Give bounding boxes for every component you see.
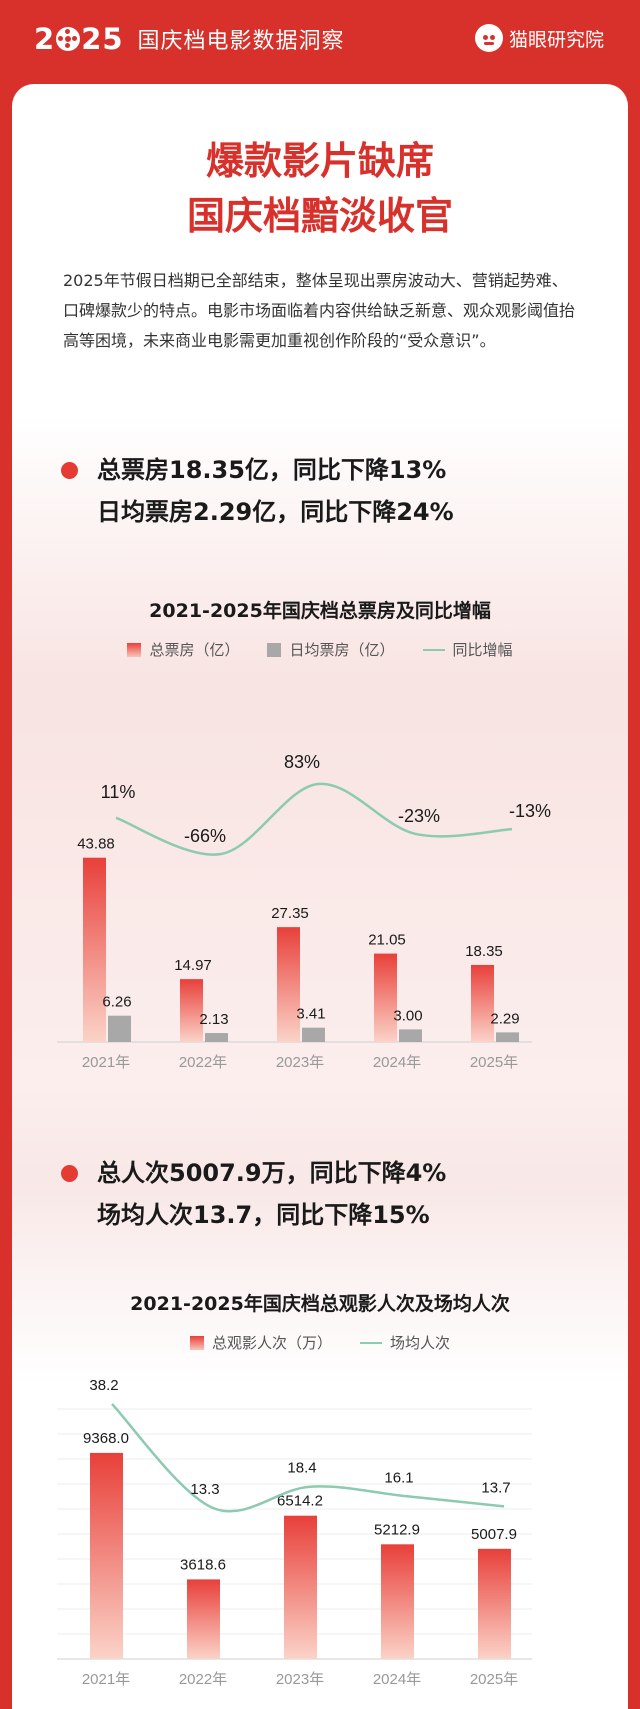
data-label-total: 18.35 [465,943,503,960]
data-label-growth: -66% [184,826,226,846]
data-label-avg: 38.2 [89,1377,118,1394]
header-brand: 2 25 国庆档电影数据洞察 [34,22,345,56]
bar-daily-box-office [399,1029,422,1042]
legend-swatch-grey [267,642,282,657]
data-label-daily: 2.13 [199,1011,228,1028]
chart2-legend: 总观影人次（万） 场均人次 [12,1332,628,1353]
x-tick-label: 2023年 [276,1671,324,1688]
data-label-daily: 2.29 [490,1010,519,1027]
data-label-avg: 16.1 [384,1469,413,1486]
line-yoy-growth [115,782,513,856]
chart1-box-office: 43.88 6.26 2021年 14.97 2.13 2022年 27.35 3.41 202… [57,752,551,1071]
data-label-total: 27.35 [271,905,309,922]
data-label-admissions: 5212.9 [374,1521,420,1538]
headline-line-1: 爆款影片缺席 [205,139,434,183]
data-label-total: 14.97 [174,957,212,974]
bar-total-box-office [180,979,203,1042]
x-tick-label: 2022年 [179,1671,227,1688]
intro-paragraph: 2025年节假日档期已全部结束，整体呈现出票房波动大、营销起势难、口碑爆款少的特… [63,271,576,350]
bar-daily-box-office [205,1033,228,1042]
data-label-admissions: 5007.9 [471,1526,517,1543]
bar-total-box-office [83,857,106,1042]
content-card: 爆款影片缺席 国庆档黯淡收官 2025年节假日档期已全部结束，整体呈现出票房波动… [12,84,628,1709]
legend-label: 总观影人次（万） [211,1334,332,1352]
legend-label: 场均人次 [390,1334,451,1352]
bar-daily-box-office [108,1015,131,1042]
page-header: 2 25 国庆档电影数据洞察 猫眼研究院 [0,0,640,84]
data-label-growth: -13% [509,801,551,821]
x-tick-label: 2021年 [82,1054,130,1071]
data-label-total: 43.88 [77,836,115,853]
data-label-growth: 83% [284,752,320,772]
x-tick-label: 2022年 [179,1054,227,1071]
data-label-daily: 3.41 [296,1006,325,1023]
bar-total-admissions [478,1548,511,1659]
data-label-avg: 18.4 [287,1460,316,1477]
year-logo: 2 25 [34,22,124,56]
legend-swatch-line [360,1341,382,1344]
legend-total-box-office: 总票房（亿） [127,639,239,660]
headline-line-2: 国庆档黯淡收官 [186,194,453,238]
x-tick-label: 2024年 [373,1671,421,1688]
data-label-growth: -23% [398,806,440,826]
x-tick-label: 2023年 [276,1054,324,1071]
year-digit-2: 2 [34,22,56,56]
bar-total-admissions [381,1544,414,1659]
bar-total-box-office [471,964,494,1042]
chart1-legend: 总票房（亿） 日均票房（亿） 同比增幅 [12,639,628,660]
legend-label: 总票房（亿） [149,641,240,659]
legend-label: 日均票房（亿） [289,641,395,659]
chart2-admissions: 9368.0 2021年 3618.6 2022年 6514.2 2023年 5212.9 2… [57,1377,532,1688]
x-tick-label: 2021年 [82,1671,130,1688]
data-label-admissions: 6514.2 [277,1493,323,1510]
data-label-admissions: 9368.0 [83,1430,129,1447]
legend-swatch-red [127,642,142,657]
bullet-dot [61,462,78,479]
kpi-total-admissions: 总人次5007.9万，同比下降4% [97,1159,447,1187]
data-label-daily: 6.26 [102,994,131,1011]
headline: 爆款影片缺席 国庆档黯淡收官 [12,134,628,244]
report-title: 国庆档电影数据洞察 [137,29,345,54]
x-tick-label: 2025年 [470,1054,518,1071]
bar-total-admissions [284,1515,317,1659]
kpi-total-box-office: 总票房18.35亿，同比下降13% [97,456,447,484]
data-label-growth: 11% [101,782,136,802]
bar-daily-box-office [302,1027,325,1042]
legend-swatch-red [189,1335,204,1350]
data-label-total: 21.05 [368,932,406,949]
legend-avg-admissions: 场均人次 [360,1332,450,1353]
admissions-kpis: 总人次5007.9万，同比下降4% 场均人次13.7，同比下降15% [97,1152,446,1236]
bullet-dot [61,1165,78,1182]
kpi-daily-box-office: 日均票房2.29亿，同比下降24% [97,498,454,526]
data-label-avg: 13.3 [190,1481,219,1498]
legend-label: 同比增幅 [452,641,513,659]
data-label-avg: 13.7 [481,1479,510,1496]
legend-yoy-growth: 同比增幅 [422,639,513,660]
chart1-title: 2021-2025年国庆档总票房及同比增幅 [149,600,491,622]
box-office-kpis: 总票房18.35亿，同比下降13% 日均票房2.29亿，同比下降24% [97,449,454,533]
maoyan-brand: 猫眼研究院 [474,24,604,52]
year-digits-25: 25 [81,22,124,56]
brand-name: 猫眼研究院 [508,28,604,51]
line-avg-admissions [111,1403,505,1513]
bar-total-admissions [187,1579,220,1659]
legend-total-admissions: 总观影人次（万） [189,1332,332,1353]
cat-logo-icon [474,24,503,52]
bar-total-box-office [374,953,397,1042]
kpi-avg-admissions: 场均人次13.7，同比下降15% [97,1201,430,1229]
legend-daily-box-office: 日均票房（亿） [267,639,395,660]
bar-total-box-office [277,927,300,1042]
x-tick-label: 2024年 [373,1054,421,1071]
data-label-daily: 3.00 [393,1007,422,1024]
bar-daily-box-office [496,1032,519,1042]
legend-swatch-line [422,648,445,651]
bar-total-admissions [90,1452,123,1659]
data-label-admissions: 3618.6 [180,1556,226,1573]
film-reel-icon [56,27,81,51]
x-tick-label: 2025年 [470,1671,518,1688]
chart2-title: 2021-2025年国庆档总观影人次及场均人次 [130,1293,510,1315]
